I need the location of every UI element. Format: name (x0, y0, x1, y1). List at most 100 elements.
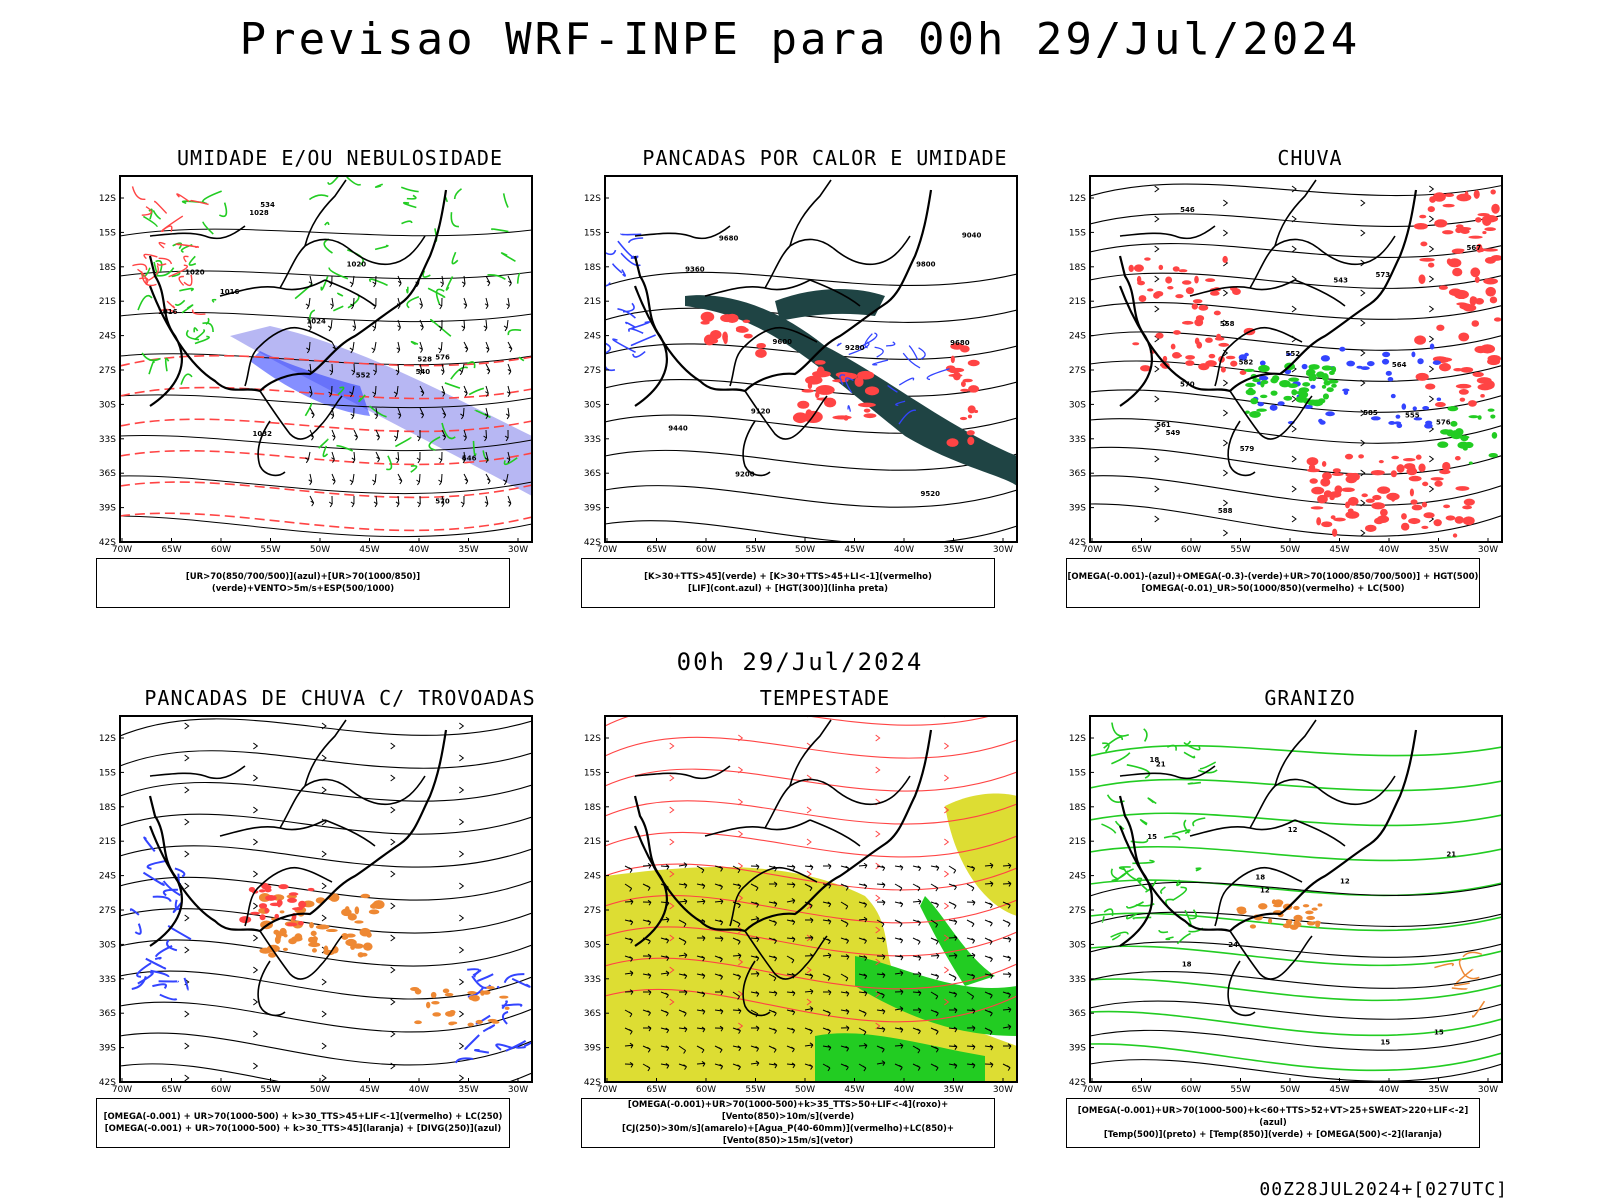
weather-map: 12151821241215182112151812S15S18S21S24S2… (1069, 715, 1503, 1092)
contour-value-label: 579 (1240, 445, 1255, 453)
lon-tick-label: 55W (745, 545, 765, 552)
lon-tick-label: 45W (359, 1085, 379, 1092)
contour-value-label: 12 (1260, 886, 1270, 894)
contour-value-label: 540 (416, 368, 431, 376)
panel-legend: [OMEGA(-0.001)+UR>70(1000-500)+k>35_TTS>… (581, 1098, 995, 1148)
legend-line: [OMEGA(-0.001) + UR>70(1000-500) + k>30_… (104, 1124, 502, 1134)
panel-title: TEMPESTADE (759, 686, 891, 710)
contour-value-label: 576 (1436, 418, 1451, 426)
contour-value-label: 561 (1156, 421, 1171, 429)
lat-tick-label: 36S (99, 1009, 116, 1019)
lon-tick-label: 40W (409, 545, 429, 552)
lat-tick-label: 15S (1069, 228, 1086, 238)
lon-tick-label: 30W (993, 545, 1013, 552)
contour-value-label: 12 (1288, 826, 1298, 834)
lon-tick-label: 30W (1478, 1085, 1498, 1092)
panel-tempestade: TEMPESTADE 12S 15S 18S 21S 24S 27S 30S 33S 36S 39S… (575, 686, 1075, 1176)
contour-value-label: 546 (1180, 206, 1195, 214)
lon-tick-label: 30W (993, 1085, 1013, 1092)
lon-tick-label: 65W (161, 545, 181, 552)
lat-tick-label: 27S (584, 366, 601, 376)
legend-line: [OMEGA(-0.001)+UR>70(1000-500)+k>35_TTS>… (627, 1100, 949, 1122)
legend-line: [UR>70(850/700/500)](azul)+[UR>70(1000/8… (185, 572, 421, 594)
lon-tick-label: 60W (1181, 545, 1201, 552)
lat-tick-label: 18S (1069, 263, 1086, 273)
lon-tick-label: 60W (211, 545, 231, 552)
lat-tick-label: 39S (1069, 504, 1086, 514)
lat-tick-label: 30S (584, 400, 601, 410)
contour-value-label: 18 (1255, 873, 1265, 881)
contour-value-label: 21 (1156, 761, 1166, 769)
lat-tick-label: 21S (99, 297, 116, 307)
legend-line: [CJ(250)>30m/s](amarelo)+[Agua_P(40-60mm… (621, 1124, 955, 1146)
panel-title: UMIDADE E/OU NEBULOSIDADE (176, 146, 504, 170)
contour-value-label: 576 (435, 353, 450, 361)
mid-title: 00h 29/Jul/2024 (676, 648, 924, 676)
panel-legend: [OMEGA(-0.001)+UR>70(1000-500)+k<60+TTS>… (1066, 1098, 1480, 1148)
lat-tick-label: 15S (584, 228, 601, 238)
contour-value-label: 1028 (249, 209, 269, 217)
lat-tick-label: 33S (1069, 975, 1086, 985)
lat-tick-label: 27S (1069, 906, 1086, 916)
lat-tick-label: 18S (1069, 803, 1086, 813)
lon-tick-label: 55W (1230, 545, 1250, 552)
contour-value-label: 9200 (735, 471, 755, 479)
lon-tick-label: 45W (844, 1085, 864, 1092)
panel-chuva: CHUVA 588 585 582 579 576 573 570 567 564 561 558 55… (1060, 146, 1560, 636)
lat-tick-label: 12S (584, 194, 601, 204)
lat-tick-label: 21S (99, 837, 116, 847)
contour-value-label: 18 (1150, 756, 1160, 764)
contour-value-label: 558 (1220, 320, 1235, 328)
lat-tick-label: 15S (584, 768, 601, 778)
lon-tick-label: 35W (458, 1085, 478, 1092)
lat-tick-label: 18S (99, 263, 116, 273)
lon-tick-label: 35W (1428, 1085, 1448, 1092)
lon-tick-label: 45W (844, 545, 864, 552)
lon-tick-label: 30W (1478, 545, 1498, 552)
panel-legend: [K>30+TTS>45](verde) + [K>30+TTS>45+LI<-… (581, 558, 995, 608)
lon-tick-label: 50W (310, 1085, 330, 1092)
lat-tick-label: 15S (99, 768, 116, 778)
contour-value-label: 570 (435, 497, 450, 505)
lon-tick-label: 50W (1280, 1085, 1300, 1092)
lat-tick-label: 15S (1069, 768, 1086, 778)
contour-value-label: 1032 (253, 430, 273, 438)
lon-tick-label: 30W (508, 545, 528, 552)
contour-value-label: 9360 (685, 266, 705, 274)
lat-tick-label: 36S (1069, 1009, 1086, 1019)
contour-value-label: 21 (1446, 850, 1456, 858)
contour-value-label: 582 (1239, 359, 1254, 367)
lat-tick-label: 18S (584, 803, 601, 813)
legend-line: [OMEGA(-0.001) + UR>70(1000-500) + k>30_… (103, 1112, 503, 1122)
lat-tick-label: 42S (1069, 538, 1086, 548)
contour-value-label: 552 (1286, 350, 1301, 358)
contour-value-label: 15 (1380, 1039, 1390, 1047)
lon-tick-label: 45W (1329, 1085, 1349, 1092)
contour-value-label: 543 (1333, 276, 1348, 284)
contour-value-label: 528 (417, 355, 432, 363)
lon-tick-label: 35W (943, 545, 963, 552)
contour-value-label: 1020 (185, 269, 205, 277)
main-title: Previsao WRF-INPE para 00h 29/Jul/2024 (239, 14, 1361, 65)
lat-tick-label: 39S (584, 1044, 601, 1054)
lat-tick-label: 18S (99, 803, 116, 813)
lon-tick-label: 50W (795, 545, 815, 552)
panel-title: PANCADAS POR CALOR E UMIDADE (642, 146, 1008, 170)
lon-tick-label: 65W (646, 1085, 666, 1092)
legend-line: [K>30+TTS>45](verde) + [K>30+TTS>45+LI<-… (644, 572, 932, 582)
lon-tick-label: 40W (894, 1085, 914, 1092)
contour-value-label: 564 (1392, 361, 1407, 369)
lat-tick-label: 12S (1069, 734, 1086, 744)
legend-line: [OMEGA(-0.001)+UR>70(1000-500)+k<60+TTS>… (1077, 1106, 1469, 1128)
legend-line: [OMEGA(-0.001)-(azul)+OMEGA(-0.3)-(verde… (1067, 572, 1479, 582)
lon-tick-label: 70W (1082, 545, 1102, 552)
lon-tick-label: 40W (409, 1085, 429, 1092)
lat-tick-label: 30S (1069, 940, 1086, 950)
contour-value-label: 9600 (773, 338, 793, 346)
contour-value-label: 549 (1166, 429, 1181, 437)
lat-tick-label: 24S (99, 332, 116, 342)
panel-title: CHUVA (1277, 146, 1343, 170)
lon-tick-label: 65W (1131, 545, 1151, 552)
